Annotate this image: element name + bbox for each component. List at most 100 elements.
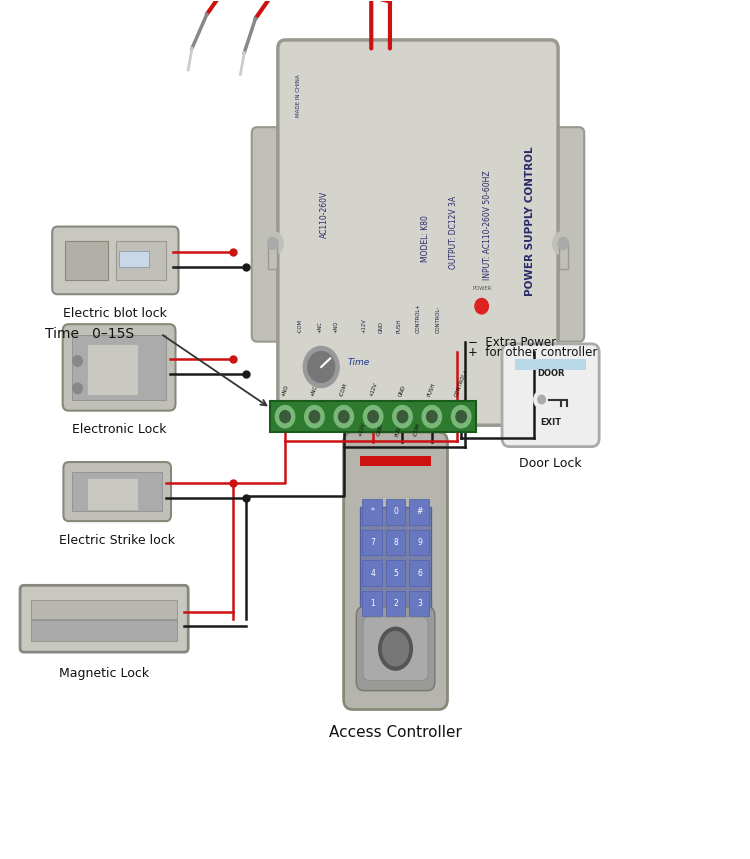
Circle shape	[304, 405, 324, 428]
Bar	[360, 507, 431, 622]
Text: -COM: -COM	[339, 383, 349, 398]
FancyBboxPatch shape	[356, 606, 435, 691]
FancyBboxPatch shape	[542, 127, 584, 342]
Bar	[271, 401, 476, 432]
Text: CONTROL-: CONTROL-	[436, 306, 441, 332]
Circle shape	[456, 411, 466, 423]
Bar	[559, 241, 568, 269]
Bar	[409, 499, 429, 525]
Text: *: *	[371, 508, 375, 516]
Text: CONTROL+: CONTROL+	[416, 303, 421, 332]
Bar	[386, 591, 406, 617]
Text: +  for other controller: + for other controller	[469, 346, 598, 359]
Text: GND: GND	[398, 385, 406, 398]
Circle shape	[393, 405, 412, 428]
Bar	[386, 499, 406, 525]
Bar	[32, 600, 177, 618]
Bar	[72, 335, 166, 399]
Bar	[87, 344, 138, 395]
Text: +NC: +NC	[317, 320, 322, 332]
Text: INPUT: AC110-260V 50-60HZ: INPUT: AC110-260V 50-60HZ	[482, 170, 491, 280]
Circle shape	[268, 237, 278, 249]
Circle shape	[73, 383, 82, 393]
Circle shape	[73, 383, 82, 393]
Text: +12V: +12V	[362, 318, 366, 332]
Text: PUSH: PUSH	[427, 383, 436, 398]
Bar	[409, 560, 429, 586]
Text: −  Extra Power: − Extra Power	[469, 336, 556, 349]
Text: OUTPUT: DC12V 3A: OUTPUT: DC12V 3A	[449, 196, 458, 269]
Text: GND: GND	[379, 321, 383, 332]
Text: +12V: +12V	[368, 382, 378, 398]
Circle shape	[364, 405, 382, 428]
Text: 6: 6	[417, 569, 422, 577]
Circle shape	[338, 411, 349, 423]
Bar	[386, 530, 406, 555]
Text: 2: 2	[394, 600, 399, 608]
Text: Time: Time	[347, 358, 370, 367]
Text: Time   0–15S: Time 0–15S	[45, 326, 134, 341]
Circle shape	[553, 231, 574, 255]
Text: Magnetic Lock: Magnetic Lock	[59, 667, 149, 679]
Bar	[409, 530, 429, 555]
Circle shape	[73, 356, 82, 366]
Circle shape	[427, 411, 437, 423]
Circle shape	[452, 405, 471, 428]
Circle shape	[538, 395, 545, 404]
Ellipse shape	[382, 631, 409, 666]
Bar	[65, 241, 108, 280]
Text: 4: 4	[370, 569, 375, 577]
Circle shape	[303, 346, 339, 387]
Circle shape	[280, 411, 290, 423]
Text: 1: 1	[370, 600, 375, 608]
Circle shape	[534, 391, 549, 408]
Circle shape	[262, 231, 283, 255]
Text: Electric Strike lock: Electric Strike lock	[59, 534, 176, 547]
Text: MODEL: K80: MODEL: K80	[421, 215, 430, 261]
Text: -GND: -GND	[376, 423, 385, 437]
Text: Electronic Lock: Electronic Lock	[72, 423, 166, 436]
Text: -COM: -COM	[413, 423, 422, 437]
Circle shape	[368, 411, 378, 423]
FancyBboxPatch shape	[278, 40, 558, 425]
Text: DOOR: DOOR	[537, 369, 564, 378]
Bar	[87, 478, 138, 510]
Text: 5: 5	[394, 569, 399, 577]
Text: +12V: +12V	[357, 422, 366, 437]
Circle shape	[309, 411, 320, 423]
Ellipse shape	[379, 627, 412, 670]
Bar	[268, 241, 277, 269]
FancyBboxPatch shape	[252, 127, 293, 342]
Text: MADE IN CHINA: MADE IN CHINA	[296, 74, 302, 117]
Text: EXIT: EXIT	[540, 418, 561, 427]
Bar	[72, 472, 162, 511]
Bar	[362, 560, 382, 586]
Bar	[386, 560, 406, 586]
Text: PUSH: PUSH	[397, 319, 401, 332]
Text: POWER: POWER	[472, 286, 492, 291]
Text: 3: 3	[417, 600, 422, 608]
Circle shape	[73, 356, 82, 366]
Bar	[32, 619, 177, 641]
Text: POWER SUPPLY CONTROL: POWER SUPPLY CONTROL	[525, 147, 535, 296]
Text: 7: 7	[370, 538, 375, 547]
Circle shape	[422, 405, 442, 428]
FancyBboxPatch shape	[502, 344, 599, 447]
Bar	[362, 591, 382, 617]
FancyBboxPatch shape	[20, 585, 188, 652]
Text: 9: 9	[417, 538, 422, 547]
Text: +NO: +NO	[334, 320, 339, 332]
Circle shape	[275, 405, 295, 428]
Text: Access Controller: Access Controller	[329, 725, 462, 740]
FancyBboxPatch shape	[64, 462, 171, 521]
FancyBboxPatch shape	[363, 617, 428, 680]
Text: CONTROL+: CONTROL+	[454, 369, 469, 398]
Text: -COM: -COM	[298, 319, 303, 332]
Circle shape	[475, 298, 488, 314]
Text: 0: 0	[394, 508, 399, 516]
Circle shape	[334, 405, 353, 428]
Bar	[515, 359, 586, 369]
FancyBboxPatch shape	[63, 324, 176, 411]
Text: +NC: +NC	[310, 385, 319, 398]
FancyBboxPatch shape	[53, 227, 178, 295]
